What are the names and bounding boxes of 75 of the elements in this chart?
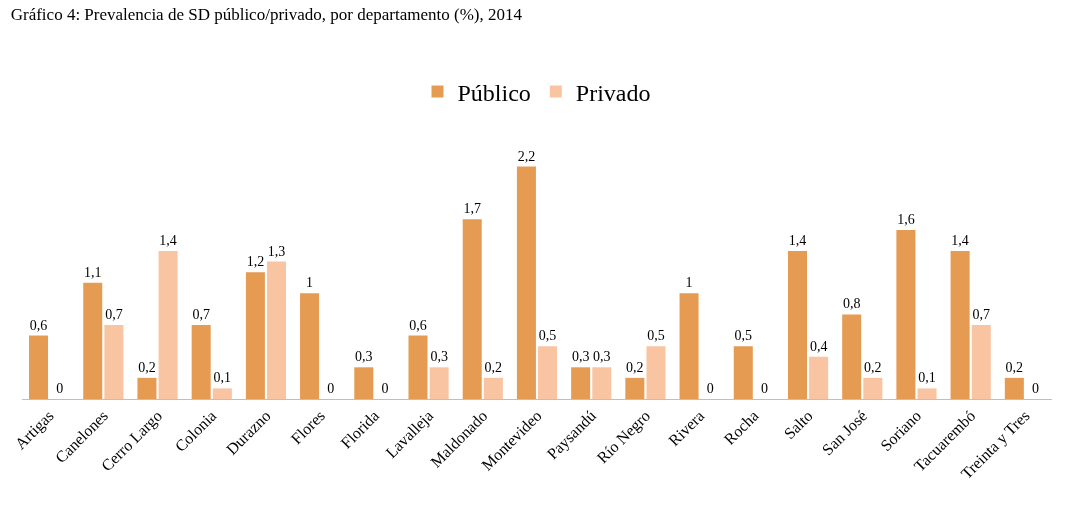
bar [245,272,265,399]
chart-title: Gráfico 4: Prevalencia de SD público/privado, por departamento (%), 2014 [10,4,523,24]
data-label: 0 [1031,381,1039,396]
data-label: 0,6 [29,317,48,333]
bar [408,335,428,399]
bar [787,251,807,399]
data-label: 1,4 [159,233,177,249]
bar [300,293,320,399]
data-label: 0,8 [842,296,861,312]
data-label: 0,2 [626,359,644,375]
data-label: 1 [306,275,314,291]
bar [571,367,591,399]
bar [83,282,103,399]
bar [625,377,645,399]
bar [809,356,829,399]
data-label: 0,3 [355,349,373,365]
data-label: 0 [56,381,64,396]
bar [950,251,970,399]
data-label: 1,1 [84,264,102,280]
bar [462,219,482,399]
bar [863,377,883,399]
data-label: 0 [760,381,768,396]
bar [971,325,991,399]
data-label: 0,5 [647,328,665,344]
bar [104,325,124,399]
data-label: 0,7 [192,307,210,323]
data-label: 0,3 [571,349,590,365]
x-tick-label: Salto [780,406,816,443]
bar [917,388,937,399]
bar [842,314,862,399]
bar [516,166,536,399]
data-label: 0,2 [138,359,156,375]
data-label: 0,3 [593,349,611,365]
data-label: 0,4 [809,338,828,354]
bar [158,251,178,399]
data-label: 0,5 [538,328,557,344]
data-label: 0,1 [213,370,232,386]
data-label: 0,2 [864,359,882,375]
bar [354,367,374,399]
bar [1004,377,1024,399]
data-label: 0,2 [484,359,503,375]
bar [646,346,666,399]
bar [592,367,612,399]
data-label: 1,4 [788,233,807,249]
x-tick-label: San José [818,406,871,459]
data-label: 0,6 [409,317,427,333]
data-label: 0 [381,381,389,396]
bar [212,388,232,399]
bar [483,377,503,399]
data-label: 1,3 [267,243,286,259]
bar [679,293,699,399]
data-label: 0,5 [734,328,753,344]
data-label: 0,2 [1005,359,1024,375]
bar [429,367,449,399]
data-label: 2,2 [517,148,536,164]
bar [137,377,157,399]
data-label: 1,7 [463,201,481,217]
data-label: 1,2 [246,254,265,270]
data-label: 0 [706,381,714,396]
bar [538,346,558,399]
data-label: 1,4 [951,233,969,249]
legend-label: Privado [575,79,651,106]
bar [29,335,49,399]
data-label: 1,6 [897,211,915,227]
bar [733,346,753,399]
legend-label: Público [457,79,531,106]
bar [191,325,211,399]
data-label: 1 [685,275,693,291]
data-label: 0,7 [105,307,123,323]
data-label: 0,1 [918,370,936,386]
bar [267,261,287,399]
data-label: 0 [327,381,335,396]
bar [896,229,916,399]
data-label: 0,7 [972,307,991,323]
data-label: 0,3 [430,349,448,365]
